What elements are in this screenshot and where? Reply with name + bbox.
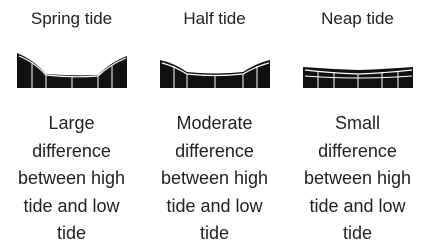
tide-title: Half tide (143, 9, 286, 29)
neap-tide-icon (302, 50, 414, 90)
description-line: tide and low (286, 193, 429, 221)
description-line: difference (143, 138, 286, 166)
tide-description: Large difference between high tide and l… (0, 110, 143, 248)
spring-tide-icon (16, 50, 128, 90)
tide-title: Spring tide (0, 9, 143, 29)
description-line: Moderate (143, 110, 286, 138)
description-line: tide (286, 220, 429, 248)
description-line: difference (0, 138, 143, 166)
tide-title: Neap tide (286, 9, 429, 29)
description-line: between high (0, 165, 143, 193)
description-line: between high (143, 165, 286, 193)
description-line: tide and low (0, 193, 143, 221)
description-line: difference (286, 138, 429, 166)
description-line: tide and low (143, 193, 286, 221)
description-line: Small (286, 110, 429, 138)
description-line: tide (0, 220, 143, 248)
description-line: tide (143, 220, 286, 248)
tide-panel: Spring tide Large difference between hig… (0, 0, 430, 250)
description-line: between high (286, 165, 429, 193)
half-tide-icon (159, 50, 271, 90)
description-line: Large (0, 110, 143, 138)
tide-description: Small difference between high tide and l… (286, 110, 429, 248)
tide-description: Moderate difference between high tide an… (143, 110, 286, 248)
